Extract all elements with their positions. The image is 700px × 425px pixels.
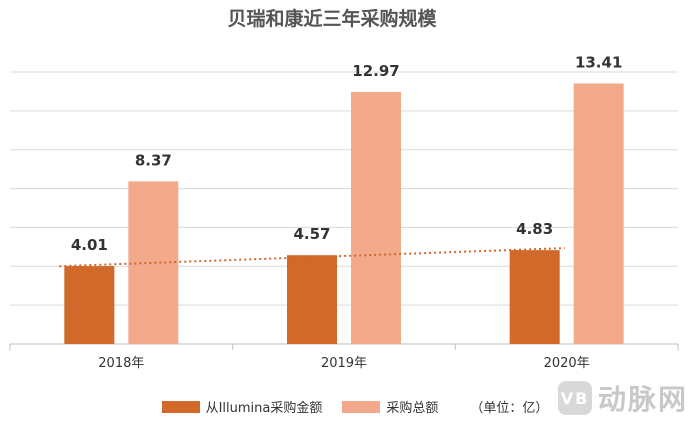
chart-title: 贝瑞和康近三年采购规模	[227, 7, 437, 30]
watermark-logo-icon: VB	[557, 381, 592, 415]
legend-swatch-illumina	[161, 400, 200, 413]
gridlines	[10, 71, 678, 345]
legend-label-total: 采购总额	[386, 401, 439, 416]
bar-total	[351, 92, 401, 344]
data-label: 4.57	[293, 225, 330, 243]
legend-label-illumina: 从Illumina采购金额	[205, 401, 323, 416]
legend: 从Illumina采购金额 采购总额 （单位：亿）	[0, 397, 700, 416]
data-labels: 4.01 8.37 4.57 12.97 4.83 13.41	[71, 53, 623, 254]
unit-note: （单位：亿）	[470, 401, 549, 416]
data-label: 4.01	[71, 236, 108, 254]
data-label: 13.41	[575, 53, 622, 71]
bar-illumina	[64, 266, 115, 344]
watermark-text: 动脉网	[597, 383, 688, 416]
legend-item-illumina: 从Illumina采购金额	[161, 397, 323, 416]
x-tick-labels: 2018年 2019年 2020年	[9, 344, 679, 371]
legend-swatch-total	[342, 400, 381, 413]
watermark: VB 动脉网	[557, 378, 688, 418]
bar-illumina	[509, 250, 560, 344]
trendline	[59, 247, 565, 268]
x-tick-label: 2018年	[98, 356, 144, 371]
legend-item-total: 采购总额	[342, 397, 438, 416]
trendline-path	[59, 247, 565, 268]
bar-total	[573, 83, 624, 344]
data-label: 4.83	[516, 220, 553, 238]
x-tick-label: 2019年	[321, 356, 367, 371]
bar-illumina	[287, 255, 337, 344]
data-label: 8.37	[135, 151, 172, 169]
x-tick-label: 2020年	[544, 356, 590, 371]
data-label: 12.97	[352, 62, 399, 80]
